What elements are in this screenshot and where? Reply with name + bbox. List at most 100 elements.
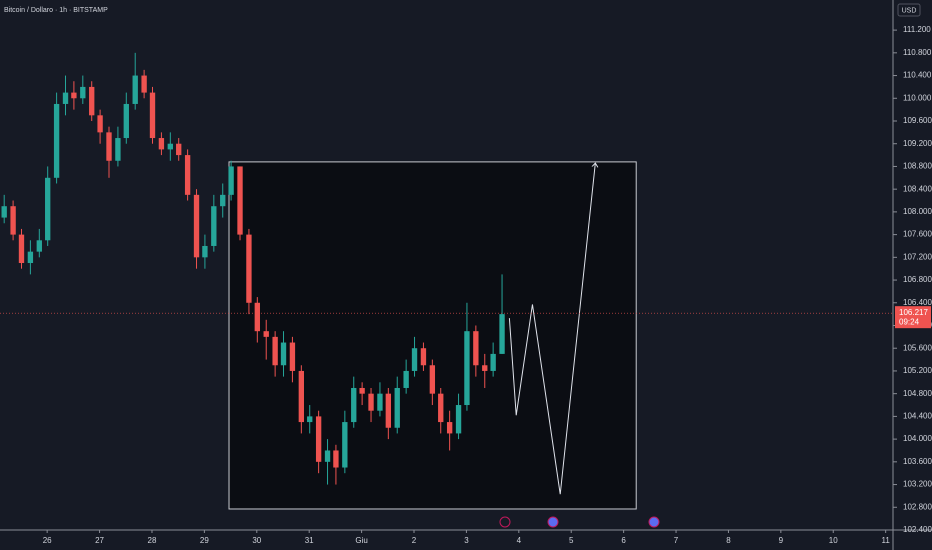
candle-body — [394, 387, 400, 428]
candle-body — [202, 245, 208, 258]
candle-body — [473, 331, 479, 366]
candle-body — [71, 92, 77, 99]
currency-box[interactable] — [897, 3, 921, 17]
candle-body — [359, 387, 365, 394]
candle-body — [446, 422, 453, 434]
candle-body — [315, 416, 322, 462]
x-tick-label: 11 — [882, 536, 891, 545]
y-tick-label: 104.000 — [903, 434, 932, 443]
candle-body — [123, 103, 129, 139]
y-tick-label: 102.400 — [903, 525, 932, 534]
event-icon[interactable] — [499, 516, 511, 528]
candle-body — [333, 450, 339, 468]
x-tick-label: 28 — [148, 536, 157, 545]
candle-body — [298, 370, 305, 423]
candle-body — [80, 86, 86, 99]
candle-body — [385, 393, 392, 428]
chart-title: Bitcoin / Dollaro · 1h · BITSTAMP — [4, 7, 108, 14]
x-tick-label: 10 — [829, 536, 838, 545]
candle-body — [220, 194, 226, 207]
candle-body — [499, 314, 505, 354]
candle-body — [53, 103, 60, 178]
x-tick-label: 2 — [412, 536, 417, 545]
candle-body — [211, 206, 217, 246]
candle-body — [351, 387, 357, 423]
y-tick-label: 105.600 — [903, 343, 932, 352]
candle-body — [377, 393, 383, 411]
candle-body — [490, 353, 496, 371]
candle-body — [36, 240, 42, 252]
y-tick-label: 108.000 — [903, 207, 932, 216]
y-tick-label: 105.200 — [903, 366, 932, 375]
candle-body — [27, 251, 34, 264]
y-tick-label: 106.800 — [903, 275, 932, 284]
candle-body — [193, 194, 200, 258]
candle-body — [10, 206, 16, 235]
candle-body — [263, 331, 269, 337]
x-tick-label: 31 — [305, 536, 314, 545]
candle-body — [254, 302, 260, 332]
candle-body — [368, 393, 374, 411]
candle-body — [228, 166, 234, 195]
projection-path — [508, 163, 595, 495]
candle-body — [97, 115, 103, 133]
x-tick-label: 3 — [464, 536, 469, 545]
candle-body — [237, 166, 243, 235]
candle-body — [403, 370, 409, 388]
candle-body — [342, 422, 348, 468]
candle-body — [420, 348, 427, 366]
y-tick-label: 109.200 — [903, 139, 932, 148]
x-tick-label: 29 — [200, 536, 209, 545]
last-price-label: 106.217 — [899, 308, 928, 317]
candle-body — [115, 138, 121, 161]
candle-body — [167, 143, 173, 150]
candle-body — [438, 393, 444, 423]
event-icon[interactable] — [547, 516, 559, 528]
countdown-label: 09:24 — [899, 317, 920, 326]
candle-body — [106, 132, 112, 161]
candle-body — [455, 405, 462, 434]
y-tick-label: 107.200 — [903, 252, 932, 261]
candle-body — [158, 138, 165, 150]
y-tick-label: 110.400 — [903, 71, 932, 80]
y-tick-label: 110.800 — [903, 48, 932, 57]
candle-body — [141, 75, 147, 93]
plot-area — [0, 52, 893, 510]
y-tick-label: 108.400 — [903, 184, 932, 193]
candle-body — [324, 450, 331, 462]
candle-body — [411, 348, 418, 371]
candle-body — [482, 365, 488, 371]
y-tick-label: 104.400 — [903, 411, 932, 420]
y-tick-label: 103.600 — [903, 457, 932, 466]
currency: USD — [902, 7, 917, 14]
candle-body — [132, 75, 138, 104]
candle-body — [272, 336, 278, 366]
candle-body — [62, 92, 69, 104]
candle-body — [176, 143, 182, 156]
candle-body — [464, 331, 470, 406]
candle-body — [184, 155, 191, 195]
x-tick-label: 7 — [674, 536, 679, 545]
x-tick-label: 4 — [517, 536, 522, 545]
x-tick-label: 9 — [779, 536, 784, 545]
candle-body — [289, 342, 296, 371]
x-tick-label: 26 — [43, 536, 52, 545]
y-tick-label: 104.800 — [903, 389, 932, 398]
y-tick-label: 103.200 — [903, 480, 932, 489]
y-tick-label: 111.200 — [903, 25, 931, 34]
candle-body — [149, 92, 156, 139]
candle-body — [307, 416, 313, 423]
y-tick-label: 109.600 — [903, 116, 932, 125]
y-tick-label: 110.000 — [903, 93, 932, 102]
event-icon[interactable] — [648, 516, 660, 528]
last-price-box — [895, 306, 931, 329]
candle-body — [1, 206, 7, 218]
x-tick-label: 27 — [95, 536, 104, 545]
candle-body — [45, 177, 51, 241]
candle-body — [280, 342, 287, 366]
y-tick-label: 102.800 — [903, 502, 932, 511]
y-tick-label: 108.800 — [903, 162, 932, 171]
x-tick-label: 6 — [621, 536, 626, 545]
x-tick-label: 30 — [252, 536, 261, 545]
